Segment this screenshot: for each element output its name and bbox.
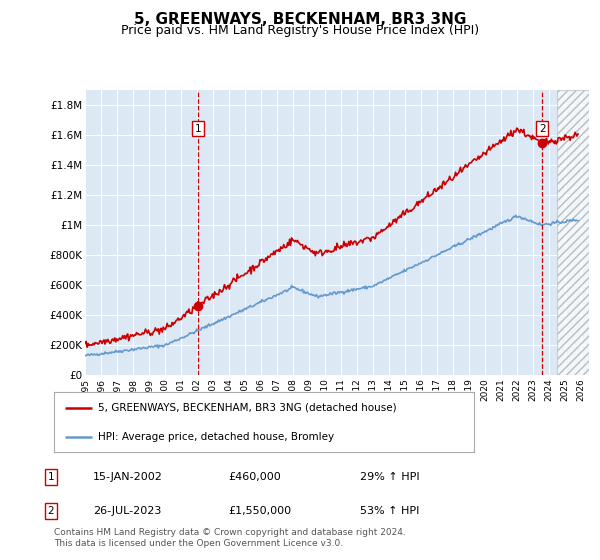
Text: Price paid vs. HM Land Registry's House Price Index (HPI): Price paid vs. HM Land Registry's House … <box>121 24 479 36</box>
Text: 2: 2 <box>539 124 545 134</box>
Bar <box>557 90 589 375</box>
Text: £460,000: £460,000 <box>228 472 281 482</box>
Text: £1,550,000: £1,550,000 <box>228 506 291 516</box>
Text: 2: 2 <box>47 506 55 516</box>
Text: 5, GREENWAYS, BECKENHAM, BR3 3NG: 5, GREENWAYS, BECKENHAM, BR3 3NG <box>134 12 466 27</box>
Text: 53% ↑ HPI: 53% ↑ HPI <box>360 506 419 516</box>
Text: Contains HM Land Registry data © Crown copyright and database right 2024.
This d: Contains HM Land Registry data © Crown c… <box>54 528 406 548</box>
Text: 29% ↑ HPI: 29% ↑ HPI <box>360 472 419 482</box>
Text: 26-JUL-2023: 26-JUL-2023 <box>93 506 161 516</box>
Text: 1: 1 <box>194 124 201 134</box>
Text: 15-JAN-2002: 15-JAN-2002 <box>93 472 163 482</box>
Text: HPI: Average price, detached house, Bromley: HPI: Average price, detached house, Brom… <box>98 432 334 442</box>
Bar <box>557 90 589 375</box>
Text: 5, GREENWAYS, BECKENHAM, BR3 3NG (detached house): 5, GREENWAYS, BECKENHAM, BR3 3NG (detach… <box>98 403 397 413</box>
Text: 1: 1 <box>47 472 55 482</box>
